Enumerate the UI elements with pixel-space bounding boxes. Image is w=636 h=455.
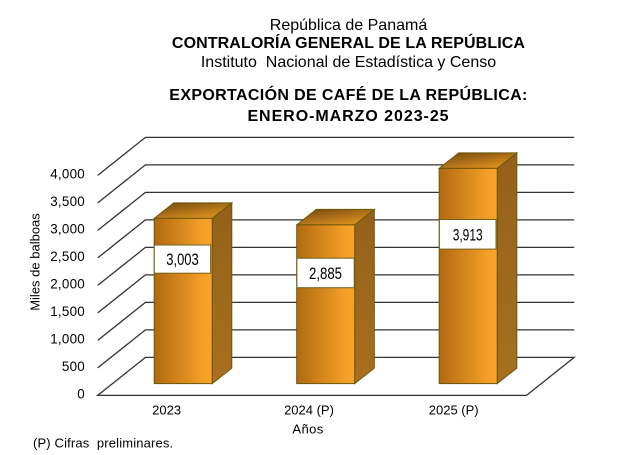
- svg-text:(P) Cifras preliminares.: (P) Cifras preliminares.: [33, 436, 173, 451]
- svg-text:3,000: 3,000: [50, 222, 85, 237]
- svg-text:2025 (P): 2025 (P): [429, 403, 479, 418]
- svg-text:Miles de balboas: Miles de balboas: [28, 213, 43, 311]
- svg-text:500: 500: [62, 359, 85, 374]
- svg-text:2024 (P): 2024 (P): [284, 403, 334, 418]
- svg-text:1,000: 1,000: [50, 332, 85, 347]
- svg-text:2,885: 2,885: [309, 265, 342, 283]
- svg-text:4,000: 4,000: [50, 167, 85, 182]
- svg-text:Años: Años: [292, 422, 323, 437]
- svg-text:2023: 2023: [152, 403, 181, 418]
- svg-text:3,500: 3,500: [50, 194, 85, 209]
- svg-text:3,003: 3,003: [166, 251, 199, 269]
- svg-text:0: 0: [77, 387, 85, 402]
- svg-text:3,913: 3,913: [453, 226, 483, 244]
- svg-text:2,500: 2,500: [50, 249, 85, 264]
- svg-text:1,500: 1,500: [50, 304, 85, 319]
- svg-text:2,000: 2,000: [50, 277, 85, 292]
